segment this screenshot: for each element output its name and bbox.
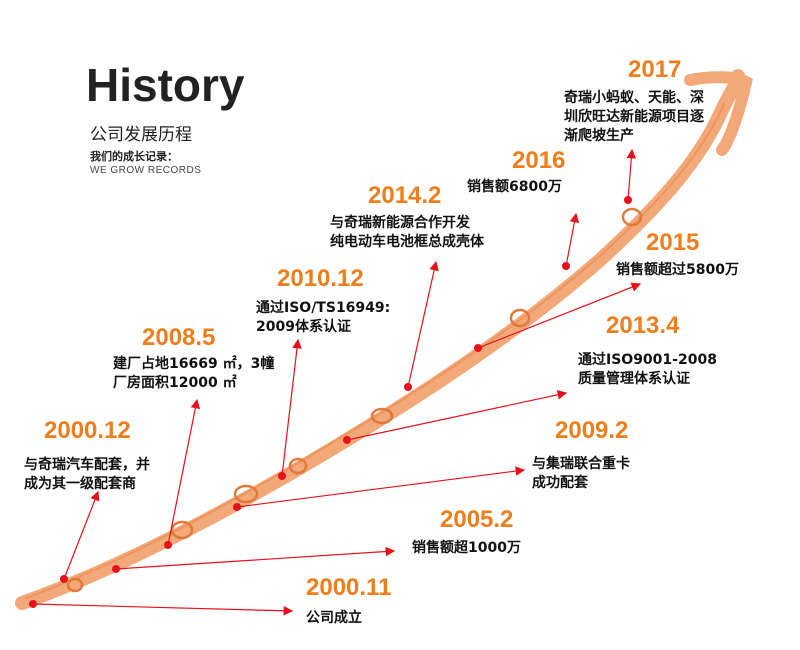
connector-arrow	[281, 338, 302, 477]
page-title: History	[86, 59, 245, 111]
milestone-text: 公司成立	[306, 610, 362, 626]
milestone-dot	[474, 344, 482, 352]
milestone-year: 2000.12	[44, 417, 131, 444]
milestone-text: 与集瑞联合重卡 成功配套	[532, 456, 630, 491]
milestone-dot	[112, 565, 120, 573]
growth-path-tip	[684, 71, 753, 156]
milestone-dot	[278, 472, 286, 480]
tagline-en: WE GROW RECORDS	[90, 165, 202, 176]
connector-arrow	[32, 603, 294, 616]
milestone-year: 2017	[628, 56, 682, 83]
tagline-cn: 我们的成长记录：	[90, 150, 178, 163]
page-subtitle: 公司发展历程	[90, 125, 192, 145]
milestone-year: 2005.2	[440, 506, 514, 533]
connector-arrow	[236, 466, 526, 508]
milestone-text: 通过ISO9001-2008 质量管理体系认证	[578, 352, 717, 387]
path-loop	[170, 520, 194, 540]
milestone-year: 2014.2	[368, 182, 442, 209]
milestone-text: 销售额超过5800万	[616, 262, 739, 278]
connector-arrow	[346, 390, 568, 441]
milestone-year: 2009.2	[555, 417, 629, 444]
milestone-year: 2000.11	[306, 574, 392, 601]
connector-arrow	[115, 546, 396, 570]
path-loop	[288, 457, 308, 475]
path-loops	[66, 207, 643, 593]
path-loop	[370, 407, 394, 425]
milestone-dot	[164, 541, 172, 549]
milestone-text: 销售额6800万	[467, 179, 562, 195]
path-loop	[66, 577, 84, 593]
path-loop	[621, 207, 643, 227]
milestone-text: 与奇瑞汽车配套，并 成为其一级配套商	[24, 457, 150, 492]
milestone-year: 2015	[646, 229, 700, 256]
connector-arrow	[63, 490, 100, 580]
connector-arrow	[167, 398, 201, 546]
milestone-dot	[60, 575, 68, 583]
milestone-text: 销售额超1000万	[412, 540, 521, 556]
connector-arrow	[477, 282, 642, 349]
milestone-year: 2016	[512, 147, 566, 174]
milestone-year: 2008.5	[142, 324, 216, 351]
milestone-dot	[29, 600, 37, 608]
milestone-dot	[233, 503, 241, 511]
connector-arrow	[626, 148, 637, 201]
milestone-year: 2013.4	[606, 312, 680, 339]
growth-path-edge	[25, 103, 725, 599]
milestone-dot	[562, 262, 570, 270]
path-loop	[233, 484, 259, 504]
milestone-dot	[404, 383, 412, 391]
connector-arrow	[565, 212, 580, 267]
milestone-text: 通过ISO/TS16949: 2009体系认证	[256, 300, 391, 335]
milestone-year: 2010.12	[277, 265, 364, 292]
milestone-dot	[343, 436, 351, 444]
milestone-dot	[624, 196, 632, 204]
milestone-text: 与奇瑞新能源合作开发 纯电动车电池框总成壳体	[330, 215, 484, 250]
path-loop	[509, 308, 531, 328]
connector-arrow	[407, 260, 439, 388]
milestone-text: 建厂占地16669 ㎡，3幢 厂房面积12000 ㎡	[113, 356, 275, 391]
milestone-text: 奇瑞小蚂蚁、天能、深 圳欣旺达新能源项目逐 渐爬坡生产	[564, 90, 704, 144]
